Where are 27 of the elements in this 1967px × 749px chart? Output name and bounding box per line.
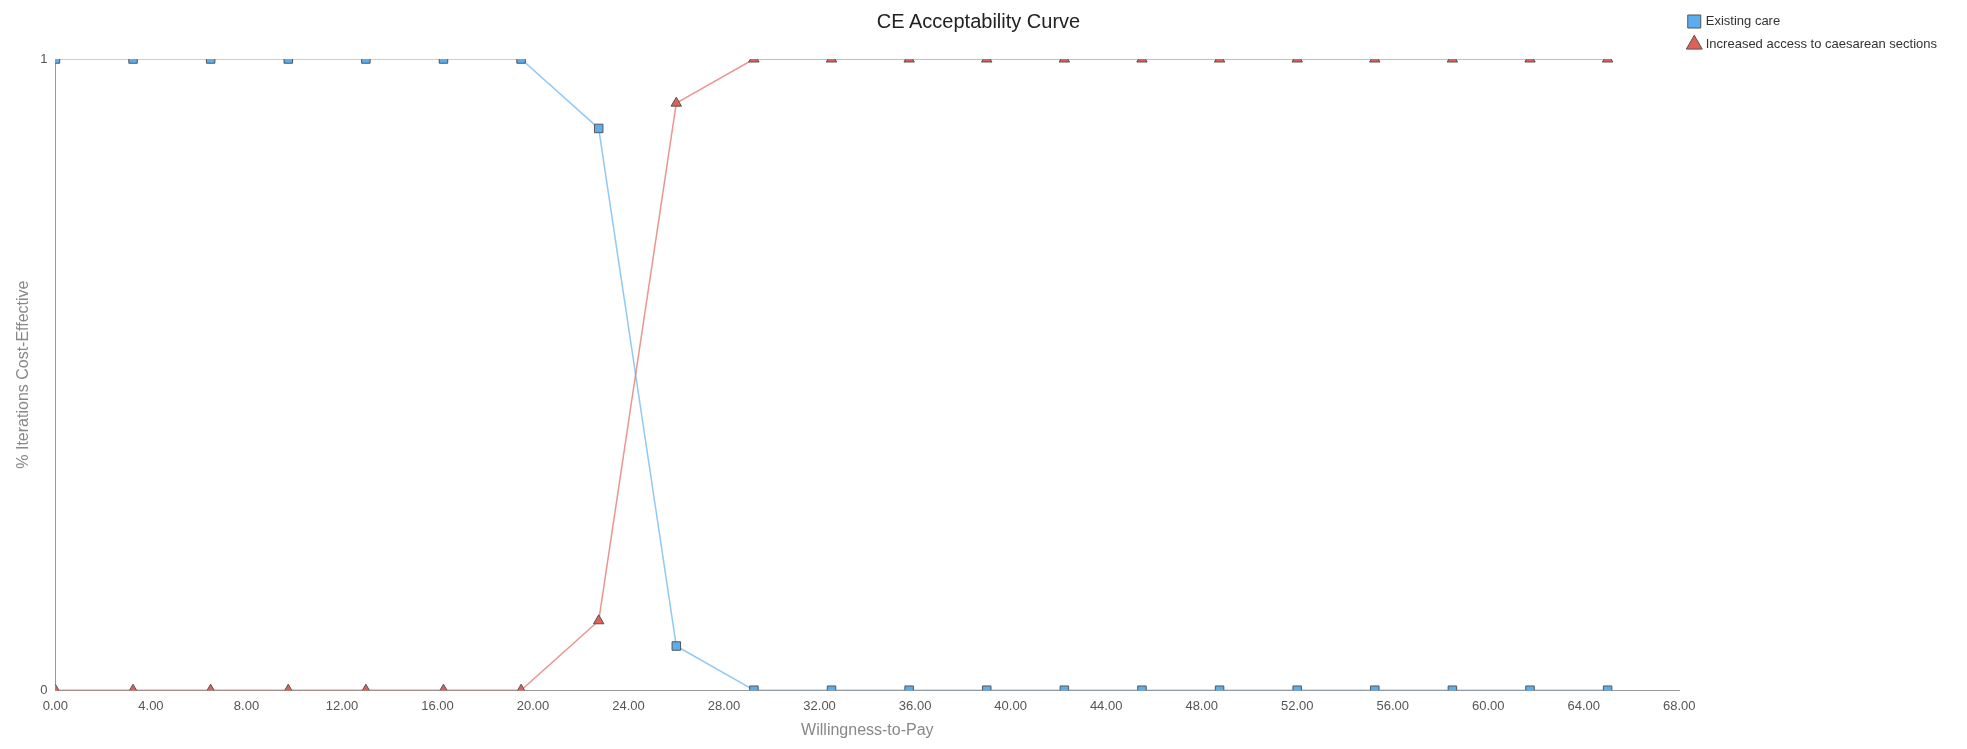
x-tick-label: 28.00 [707, 697, 741, 713]
x-tick-label: 8.00 [233, 697, 260, 713]
y-tick-label: 1 [40, 50, 48, 66]
x-tick-label: 24.00 [612, 697, 645, 713]
x-tick-label: 68.00 [1662, 697, 1696, 713]
legend-label: Existing care [1705, 13, 1781, 29]
y-axis-title: % Iterations Cost-Effective [14, 280, 32, 469]
x-tick-label: 40.00 [994, 697, 1027, 713]
x-tick-label: 12.00 [325, 697, 359, 713]
point [593, 123, 604, 134]
x-tick-label: 48.00 [1185, 697, 1218, 713]
x-tick-label: 36.00 [898, 697, 932, 713]
x-tick-label: 32.00 [803, 697, 836, 713]
x-tick-label: 44.00 [1089, 697, 1123, 713]
x-tick-label: 56.00 [1376, 697, 1409, 713]
x-tick-label: 0.00 [42, 697, 69, 713]
chart-title: CE Acceptability Curve [876, 9, 1081, 32]
legend-label: Increased access to caesarean sections [1705, 36, 1938, 52]
x-tick-label: 16.00 [421, 697, 454, 713]
x-tick-label: 60.00 [1471, 697, 1505, 713]
y-tick-label: 0 [40, 681, 48, 697]
x-tick-label: 64.00 [1567, 697, 1601, 713]
x-tick-label: 52.00 [1280, 697, 1314, 713]
point [593, 614, 605, 625]
x-axis-title: Willingness-to-Pay [801, 720, 934, 738]
x-tick-label: 20.00 [516, 697, 550, 713]
x-tick-label: 4.00 [138, 697, 164, 713]
